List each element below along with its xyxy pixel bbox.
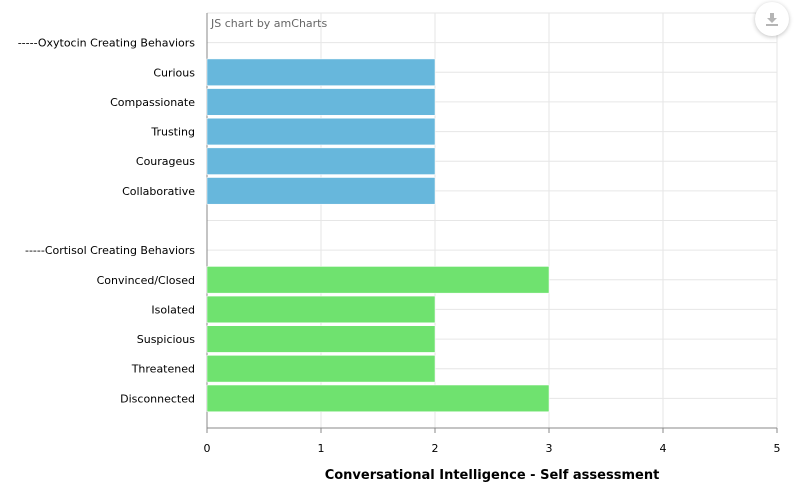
x-tick-label: 2 [432, 442, 439, 455]
category-label: -----Cortisol Creating Behaviors [25, 244, 195, 257]
bar[interactable] [206, 295, 436, 324]
category-label: Compassionate [110, 96, 195, 109]
category-label: Suspicious [137, 333, 196, 346]
category-label: Courageus [136, 155, 195, 168]
category-label: Convinced/Closed [97, 274, 195, 287]
bar[interactable] [206, 58, 436, 86]
x-tick-label: 0 [204, 442, 211, 455]
bar[interactable] [206, 266, 550, 294]
category-label: Curious [153, 66, 195, 79]
category-label: Collaborative [122, 185, 195, 198]
bar[interactable] [206, 177, 436, 205]
bar[interactable] [206, 384, 550, 412]
export-button[interactable] [755, 2, 789, 36]
bar[interactable] [206, 117, 436, 146]
x-axis-title: Conversational Intelligence - Self asses… [325, 468, 660, 483]
bar[interactable] [206, 88, 436, 116]
category-label: Trusting [150, 126, 195, 139]
category-label: -----Oxytocin Creating Behaviors [18, 37, 196, 50]
bar[interactable] [206, 147, 436, 175]
download-icon [766, 13, 778, 26]
x-tick-label: 1 [318, 442, 325, 455]
chart-credit-link[interactable]: JS chart by amCharts [210, 17, 327, 30]
bar[interactable] [206, 325, 436, 353]
category-label: Isolated [151, 303, 195, 316]
x-tick-label: 5 [774, 442, 781, 455]
x-tick-label: 3 [546, 442, 553, 455]
category-label: Disconnected [120, 392, 195, 405]
x-tick-label: 4 [660, 442, 667, 455]
bar[interactable] [206, 355, 436, 383]
category-label: Threatened [131, 363, 195, 376]
